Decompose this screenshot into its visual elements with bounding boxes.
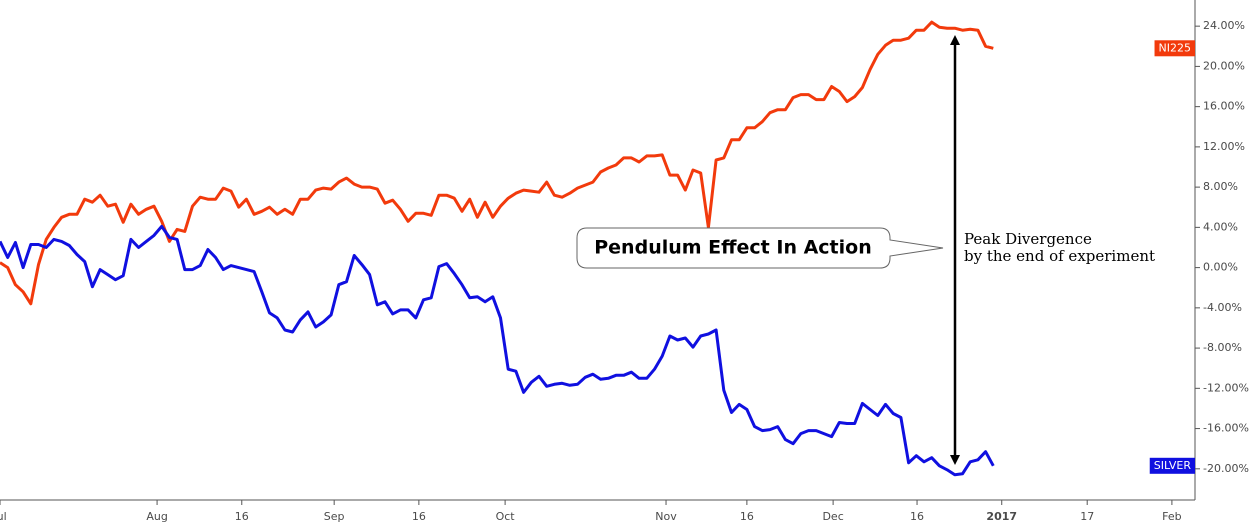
legend-label: SILVER bbox=[1154, 459, 1192, 472]
y-tick-label: 0.00% bbox=[1203, 261, 1238, 274]
x-tick-label: Aug bbox=[146, 510, 167, 523]
y-tick-label: 20.00% bbox=[1203, 59, 1245, 72]
legend-badge: NI225 bbox=[1154, 40, 1195, 57]
y-tick-label: 24.00% bbox=[1203, 19, 1245, 32]
callout-text: Pendulum Effect In Action bbox=[594, 237, 872, 259]
x-tick-label: 16 bbox=[910, 510, 924, 523]
annotation: by the end of experiment bbox=[964, 247, 1155, 265]
x-tick-label: Nov bbox=[655, 510, 677, 523]
legend-swatch bbox=[1154, 40, 1195, 57]
x-tick-label: Jul bbox=[0, 510, 7, 523]
y-tick-label: 8.00% bbox=[1203, 180, 1238, 193]
x-tick-label: Dec bbox=[822, 510, 843, 523]
annotation: Peak Divergence bbox=[964, 230, 1092, 248]
x-tick-label: 2017 bbox=[986, 510, 1017, 523]
x-tick-label: 16 bbox=[412, 510, 426, 523]
x-tick-label: 16 bbox=[740, 510, 754, 523]
legend-swatch bbox=[1149, 457, 1195, 474]
callout-box bbox=[576, 227, 944, 269]
x-tick-label: Sep bbox=[324, 510, 345, 523]
series-line bbox=[0, 224, 995, 477]
y-tick-label: -12.00% bbox=[1203, 381, 1249, 394]
y-tick-label: -4.00% bbox=[1203, 301, 1242, 314]
y-tick-label: -16.00% bbox=[1203, 422, 1249, 435]
series-layer: NI225 SILVER bbox=[0, 20, 1195, 477]
y-tick-label: -8.00% bbox=[1203, 341, 1242, 354]
x-tick-label: Oct bbox=[496, 510, 516, 523]
legend-label: NI225 bbox=[1159, 41, 1191, 54]
y-tick-label: 4.00% bbox=[1203, 220, 1238, 233]
x-tick-label: 16 bbox=[235, 510, 249, 523]
x-tick-label: 17 bbox=[1080, 510, 1094, 523]
y-tick-label: 16.00% bbox=[1203, 100, 1245, 113]
legend-badge: SILVER bbox=[1149, 457, 1195, 474]
x-tick-label: Feb bbox=[1162, 510, 1181, 523]
y-tick-label: 12.00% bbox=[1203, 140, 1245, 153]
y-tick-label: -20.00% bbox=[1203, 462, 1249, 475]
